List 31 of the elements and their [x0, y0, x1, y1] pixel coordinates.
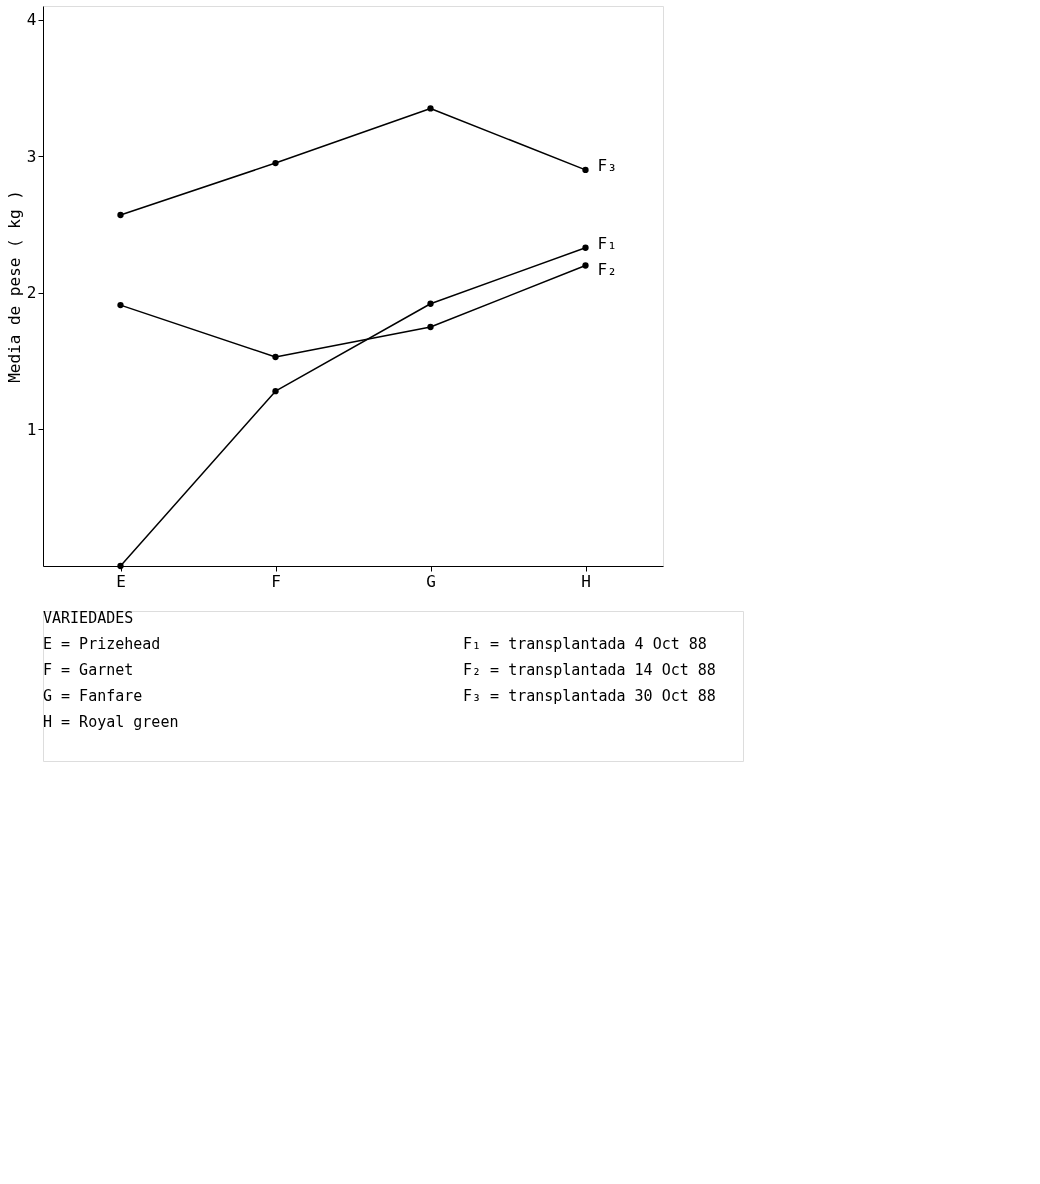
text: H = Royal green: [43, 713, 179, 731]
y-tick-label: 1: [26, 419, 37, 439]
text: VARIEDADES: [43, 609, 134, 627]
point: [272, 159, 279, 167]
point: [582, 262, 589, 269]
text: F₂ = transplantada 14 Oct 88: [463, 661, 716, 679]
series-label: F₃: [597, 155, 617, 175]
point: [427, 300, 434, 307]
text: F = Garnet: [43, 661, 134, 679]
point: [582, 166, 589, 174]
point: [582, 244, 589, 251]
text: F₃ = transplantada 30 Oct 88: [463, 687, 716, 705]
x-tick-label: G: [426, 571, 436, 591]
x-tick-label: F: [271, 571, 281, 591]
point: [427, 323, 434, 331]
point: [117, 301, 124, 309]
point: [117, 211, 124, 219]
y-tick-label: 3: [26, 146, 37, 166]
y-axis-title: Media de pese ( kg ): [4, 190, 24, 383]
x-tick-label: E: [116, 571, 126, 591]
point: [272, 388, 279, 395]
y-tick-label: 2: [26, 283, 37, 303]
text: E = Prizehead: [43, 635, 161, 653]
text: G = Fanfare: [43, 687, 143, 705]
text: F₁ = transplantada 4 Oct 88: [463, 635, 707, 653]
y-tick-label: 4: [26, 10, 37, 30]
series-label: F₁: [597, 233, 617, 253]
point: [427, 105, 434, 112]
x-tick-label: H: [581, 571, 591, 591]
point: [272, 353, 279, 361]
series-label: F₂: [597, 259, 617, 279]
